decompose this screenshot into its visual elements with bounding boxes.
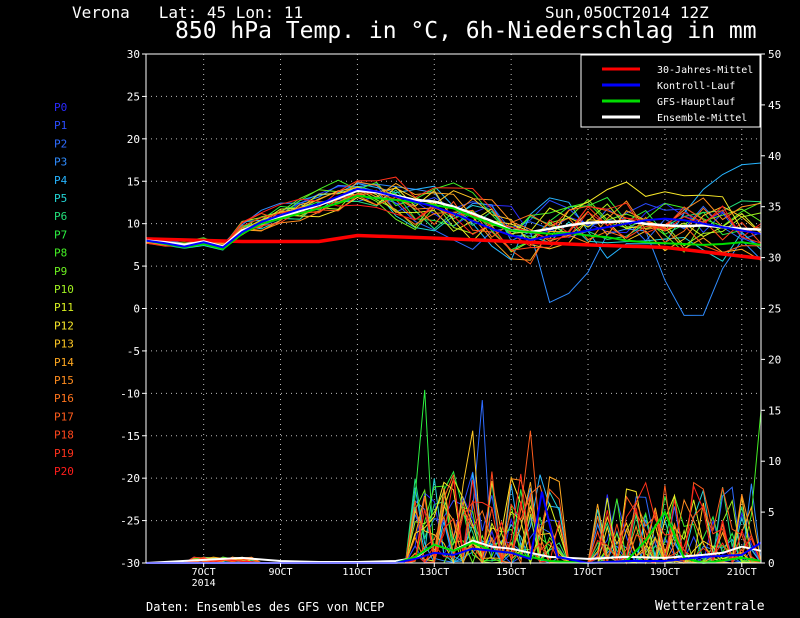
y-left-tick-label: -10 bbox=[120, 387, 140, 400]
y-left-tick-label: -15 bbox=[120, 430, 140, 443]
legend-label: GFS-Hauptlauf bbox=[657, 97, 735, 108]
y-left-tick-label: -25 bbox=[120, 515, 140, 528]
y-right-tick-label: 45 bbox=[768, 99, 781, 112]
temp-line-30-jahres-mittel bbox=[145, 233, 762, 261]
y-right-tick-label: 15 bbox=[768, 404, 781, 417]
member-legend-item: P15 bbox=[54, 374, 74, 387]
member-temp-line bbox=[145, 187, 762, 252]
plot-frame bbox=[145, 53, 762, 564]
y-left-tick-label: 10 bbox=[127, 218, 140, 231]
grid-lines bbox=[146, 54, 761, 563]
x-tick-label: 11OCT bbox=[342, 567, 372, 578]
legend-frame bbox=[580, 54, 761, 128]
member-legend: P0 P1 P2 P3 P4 P5 P6 P7 P8 P9 P10 P11 P12 P13 P14 P15 P1… bbox=[54, 101, 74, 478]
member-legend-item: P7 bbox=[54, 228, 67, 241]
y-left-tick-label: 30 bbox=[127, 48, 140, 61]
y-left-tick-label: -5 bbox=[127, 345, 140, 358]
member-legend-item: P10 bbox=[54, 283, 74, 296]
x-year-label: 2014 bbox=[192, 578, 216, 589]
member-temp-line bbox=[145, 198, 762, 248]
x-tick-label: 9OCT bbox=[268, 567, 292, 578]
y-right-tick-label: 30 bbox=[768, 252, 781, 265]
member-legend-item: P9 bbox=[54, 265, 67, 278]
x-tick-label: 17OCT bbox=[573, 567, 603, 578]
member-legend-item: P18 bbox=[54, 429, 74, 442]
temp-line-gfs-hauptlauf bbox=[145, 194, 762, 251]
y-right-tick-label: 25 bbox=[768, 303, 781, 316]
axis-labels: 302520151050-5-10-15-20-25-3050454035302… bbox=[120, 48, 781, 589]
legend-box: 30-Jahres-Mittel Kontroll-Lauf GFS-Hauptla… bbox=[580, 54, 761, 128]
member-temp-line bbox=[145, 189, 762, 253]
y-left-tick-label: -20 bbox=[120, 472, 140, 485]
member-legend-item: P17 bbox=[54, 410, 74, 423]
y-right-tick-label: 40 bbox=[768, 150, 781, 163]
temp-line-kontroll-lauf bbox=[145, 187, 762, 249]
chart-title: 850 hPa Temp. in °C, 6h-Niederschlag in … bbox=[175, 18, 757, 44]
member-temp-line bbox=[145, 179, 762, 247]
y-right-tick-label: 50 bbox=[768, 48, 781, 61]
member-legend-item: P6 bbox=[54, 210, 67, 223]
member-legend-item: P20 bbox=[54, 465, 74, 478]
y-left-tick-label: 0 bbox=[133, 303, 140, 316]
y-right-tick-label: 10 bbox=[768, 455, 781, 468]
y-left-tick-label: 25 bbox=[127, 90, 140, 103]
location-label: Verona Lat: 45 Lon: 11 bbox=[72, 3, 304, 22]
member-legend-item: P1 bbox=[54, 119, 67, 132]
member-legend-item: P4 bbox=[54, 174, 68, 187]
y-right-tick-label: 5 bbox=[768, 506, 775, 519]
y-left-tick-label: 15 bbox=[127, 175, 140, 188]
member-legend-item: P8 bbox=[54, 247, 67, 260]
member-legend-item: P14 bbox=[54, 356, 74, 369]
data-source-label: Daten: Ensembles des GFS von NCEP bbox=[146, 600, 385, 614]
member-temp-line bbox=[145, 162, 762, 261]
x-tick-label: 15OCT bbox=[496, 567, 526, 578]
member-legend-item: P3 bbox=[54, 156, 67, 169]
y-left-tick-label: 20 bbox=[127, 133, 140, 146]
legend-label: Kontroll-Lauf bbox=[657, 81, 735, 92]
y-right-tick-label: 0 bbox=[768, 557, 775, 570]
member-legend-item: P5 bbox=[54, 192, 67, 205]
member-legend-item: P2 bbox=[54, 137, 67, 150]
y-left-tick-label: -30 bbox=[120, 557, 140, 570]
main-series-lines bbox=[145, 187, 762, 565]
member-legend-item: P19 bbox=[54, 447, 74, 460]
run-date-label: Sun,05OCT2014 12Z bbox=[545, 3, 709, 22]
ensemble-member-lines bbox=[145, 162, 762, 565]
x-tick-label: 19OCT bbox=[650, 567, 680, 578]
y-right-tick-label: 20 bbox=[768, 353, 781, 366]
x-tick-label: 21OCT bbox=[727, 567, 757, 578]
y-right-tick-label: 35 bbox=[768, 201, 781, 214]
member-legend-item: P0 bbox=[54, 101, 67, 114]
legend-label: 30-Jahres-Mittel bbox=[657, 65, 753, 76]
x-tick-label: 7OCT bbox=[192, 567, 216, 578]
member-precip-line bbox=[146, 475, 762, 565]
member-legend-item: P13 bbox=[54, 338, 74, 351]
member-legend-item: P11 bbox=[54, 301, 74, 314]
member-legend-item: P16 bbox=[54, 392, 74, 405]
legend-label: Ensemble-Mittel bbox=[657, 113, 747, 124]
member-legend-item: P12 bbox=[54, 319, 74, 332]
y-left-tick-label: 5 bbox=[133, 260, 140, 273]
precip-line-kontroll-lauf bbox=[146, 491, 762, 565]
brand-label: Wetterzentrale bbox=[655, 599, 765, 614]
x-tick-label: 13OCT bbox=[419, 567, 449, 578]
